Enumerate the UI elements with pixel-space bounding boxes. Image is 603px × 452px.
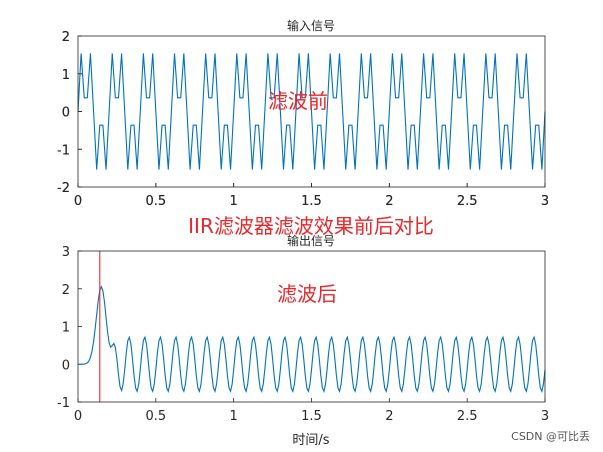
input-x-tick-label: 3: [541, 194, 549, 209]
input-x-tick-label: 0: [74, 194, 82, 209]
input-x-tick-label: 2.5: [457, 194, 478, 209]
before-filter-label: 滤波前: [268, 89, 328, 113]
comparison-title: IIR滤波器滤波效果前后对比: [188, 214, 434, 238]
input-x-tick-label: 2: [385, 194, 393, 209]
input-x-tick-label: 0: [74, 194, 82, 209]
output-x-tick-label: 1: [230, 409, 238, 424]
output-y-tick-label: -1: [57, 396, 70, 411]
after-filter-label: 滤波后: [277, 282, 337, 306]
output-x-tick-label: 3: [541, 409, 549, 424]
input-x-tick-label: 1.5: [301, 194, 322, 209]
input-signal-title: 输入信号: [287, 18, 335, 33]
input-x-tick-label: 0.5: [145, 194, 166, 209]
output-signal-plot: 输出信号 0 0.5 1 1.5 2 2.5 3 3 2 1 0 -1 滤波后 时间/s: [57, 233, 549, 448]
input-signal-line: [77, 53, 546, 170]
x-axis-label: 时间/s: [292, 433, 329, 448]
input-y-tick-label: 1: [62, 68, 70, 83]
input-y-tick-label: 1: [62, 68, 70, 83]
output-y-tick-label: 1: [62, 321, 70, 336]
output-y-tick-label: 3: [62, 245, 70, 260]
output-x-tick-label: 0.5: [145, 409, 166, 424]
input-y-tick-label: 0: [62, 106, 70, 121]
input-plot-frame: [77, 35, 546, 188]
input-y-tick-label: 2: [62, 30, 70, 45]
input-x-tick-label: 2.5: [457, 194, 478, 209]
input-x-tick-label: 1.5: [301, 194, 322, 209]
input-x-tick-label: 3: [541, 194, 549, 209]
input-y-tick-label: -2: [57, 181, 70, 196]
input-x-tick-label: 1: [230, 194, 238, 209]
input-x-tick-label: 1: [230, 194, 238, 209]
output-signal-line: [78, 285, 546, 393]
output-x-tick-label: 2.5: [457, 409, 478, 424]
output-plot-frame: [77, 250, 546, 403]
input-y-tick-label: -2: [57, 181, 70, 196]
input-y-tick-label: -1: [57, 143, 70, 158]
output-y-tick-label: 2: [62, 283, 70, 298]
input-y-tick-label: 0: [62, 106, 70, 121]
input-x-tick-label: 0.5: [145, 194, 166, 209]
input-y-tick-label: -1: [57, 143, 70, 158]
watermark: CSDN @可比丢: [511, 430, 590, 443]
output-y-tick-label: 0: [62, 358, 70, 373]
output-x-tick-label: 2: [385, 409, 393, 424]
output-x-tick-label: 1.5: [301, 409, 322, 424]
input-x-tick-label: 2: [385, 194, 393, 209]
output-x-tick-label: 0: [74, 409, 82, 424]
input-y-tick-label: 2: [62, 30, 70, 45]
output-signal-title: 输出信号: [287, 233, 335, 248]
